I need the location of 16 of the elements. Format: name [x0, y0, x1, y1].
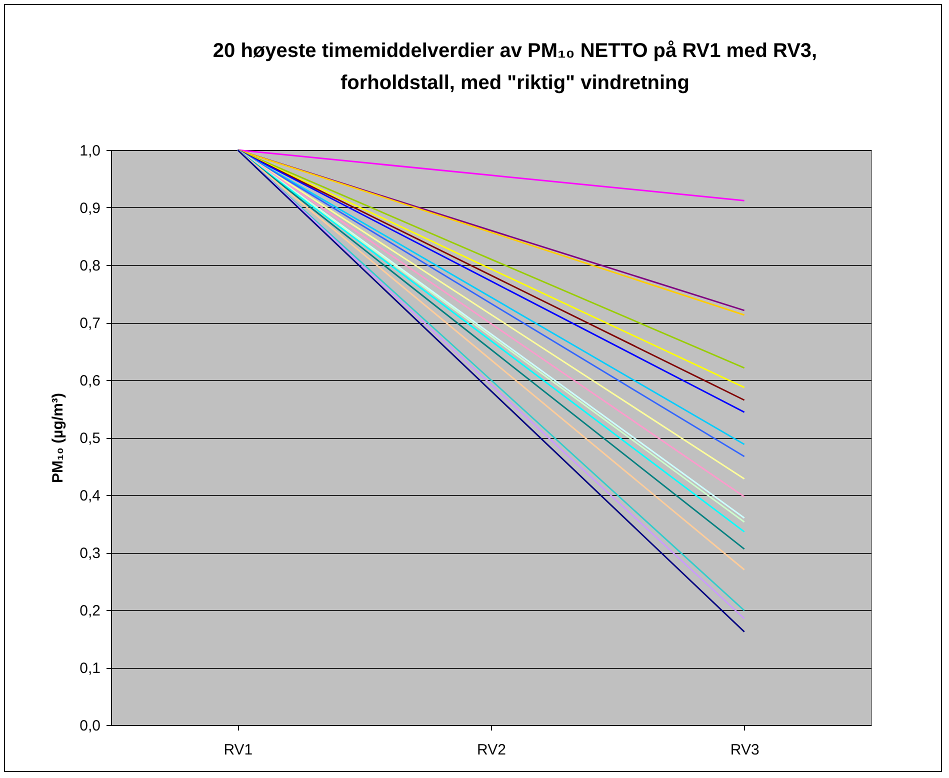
y-tick-label: 0,7 [80, 315, 100, 332]
y-axis-title: PM₁₀ (µg/m³) [50, 393, 67, 483]
y-tick-label: 0,8 [80, 258, 100, 274]
y-tick-label: 0,9 [80, 200, 100, 217]
y-tick-label: 0,2 [80, 602, 100, 620]
y-tick-label: 1,0 [80, 142, 100, 160]
y-tick-label: 0,0 [80, 718, 100, 734]
y-tick-label: 0,6 [80, 372, 100, 390]
x-tick-label: RV1 [224, 742, 253, 758]
x-tick-label: RV2 [477, 742, 506, 758]
x-tick-label: RV3 [730, 742, 760, 758]
y-tick-label: 0,4 [80, 488, 100, 504]
y-tick-label: 0,5 [80, 430, 100, 447]
y-tick-label: 0,1 [80, 660, 100, 677]
chart-title: 20 høyeste timemiddelverdier av PM₁₀ NETTO på RV1 med RV3, forholdstall, med "riktig" vindretning [212, 39, 818, 96]
y-tick-label: 0,3 [80, 545, 100, 562]
